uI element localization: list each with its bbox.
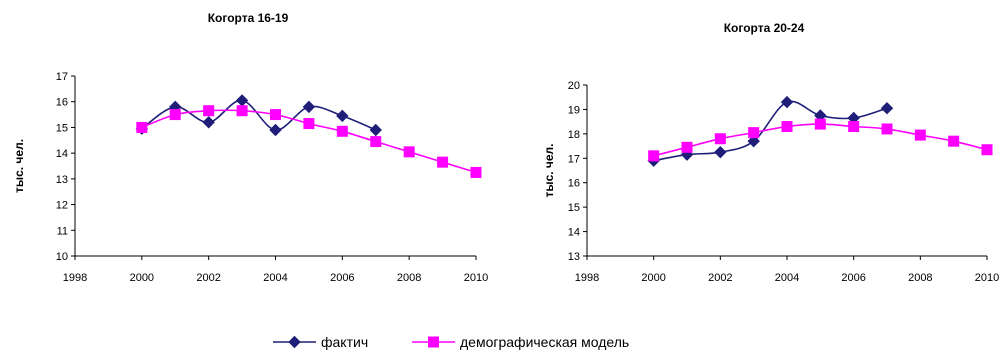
series-actual-point bbox=[269, 123, 282, 137]
y-tick-label: 16 bbox=[568, 178, 580, 190]
x-tick-label: 2002 bbox=[708, 272, 732, 284]
series-model-point bbox=[681, 141, 693, 153]
y-tick-label: 13 bbox=[568, 251, 580, 263]
series-actual-point bbox=[336, 109, 349, 123]
series-model-point bbox=[914, 129, 926, 141]
x-tick-label: 1998 bbox=[63, 272, 87, 284]
y-tick-label: 11 bbox=[57, 225, 68, 237]
series-actual-point bbox=[747, 134, 760, 148]
chart-title: Когорта 16-19 bbox=[208, 11, 289, 25]
y-tick-label: 12 bbox=[56, 200, 68, 212]
series-actual-point bbox=[302, 100, 316, 114]
legend-item-model-marker bbox=[428, 336, 439, 348]
series-actual-point bbox=[780, 95, 794, 109]
series-model-point bbox=[948, 135, 960, 147]
series-model-point bbox=[814, 118, 826, 130]
series-model-point bbox=[336, 125, 348, 137]
x-tick-label: 2008 bbox=[908, 272, 932, 284]
legend-item-model-label: демографическая модель bbox=[460, 334, 629, 350]
y-tick-label: 10 bbox=[56, 251, 68, 263]
y-axis-label: тыс. чел. bbox=[542, 143, 556, 197]
x-tick-label: 2004 bbox=[775, 272, 799, 284]
series-model-point bbox=[236, 105, 248, 117]
series-model-point bbox=[203, 105, 215, 117]
x-tick-label: 2002 bbox=[196, 272, 220, 284]
series-model-point bbox=[403, 146, 415, 158]
series-model-point bbox=[714, 133, 726, 145]
series-actual-point bbox=[235, 94, 249, 107]
x-tick-label: 2000 bbox=[641, 272, 665, 284]
y-tick-label: 16 bbox=[56, 97, 68, 109]
series-model-point bbox=[781, 121, 793, 133]
x-tick-label: 2006 bbox=[841, 272, 865, 284]
series-model-point bbox=[470, 166, 482, 178]
legend-item-actual-label: фактич bbox=[321, 334, 368, 350]
series-actual-point bbox=[880, 102, 894, 115]
series-model-point bbox=[981, 144, 993, 156]
y-axis-label: тыс. чел. bbox=[12, 139, 26, 193]
y-tick-label: 14 bbox=[56, 148, 68, 160]
y-tick-label: 14 bbox=[568, 227, 580, 239]
series-model-point bbox=[437, 156, 449, 168]
chart-panel-cohort-16-19: Когорта 16-19 тыс. чел. 10 11 12 13 14 15 16 17 19… bbox=[12, 11, 488, 284]
series-model-point bbox=[848, 121, 860, 133]
series-model-point bbox=[370, 136, 382, 148]
chart-panel-cohort-20-24: Когорта 20-24 тыс. чел. 13 14 15 16 17 18 19 20 19… bbox=[542, 21, 999, 284]
x-tick-label: 2006 bbox=[330, 272, 354, 284]
y-tick-label: 15 bbox=[568, 202, 580, 214]
x-tick-label: 1998 bbox=[575, 272, 599, 284]
series-model-point bbox=[303, 118, 315, 130]
x-tick-label: 2000 bbox=[130, 272, 154, 284]
y-tick-label: 15 bbox=[56, 122, 68, 134]
x-tick-label: 2004 bbox=[263, 272, 287, 284]
series-model-point bbox=[270, 109, 281, 121]
y-tick-label: 19 bbox=[568, 104, 580, 116]
x-tick-label: 2010 bbox=[464, 272, 488, 284]
series-actual-point bbox=[714, 145, 727, 159]
y-tick-label: 20 bbox=[568, 80, 580, 92]
chart-title: Когорта 20-24 bbox=[724, 21, 805, 35]
series-model-point bbox=[169, 109, 181, 121]
series-model-point bbox=[881, 123, 893, 135]
series-model-point bbox=[748, 127, 760, 139]
x-tick-label: 2010 bbox=[975, 272, 999, 284]
y-tick-label: 17 bbox=[56, 71, 68, 83]
chart-legend: фактич демографическая модель bbox=[273, 334, 629, 350]
y-tick-label: 17 bbox=[568, 153, 580, 165]
x-tick-label: 2008 bbox=[397, 272, 421, 284]
series-model-point bbox=[648, 150, 660, 162]
y-tick-label: 13 bbox=[56, 174, 68, 186]
series-actual-point bbox=[202, 116, 215, 129]
series-actual-point bbox=[369, 123, 382, 137]
legend-item-actual-marker bbox=[288, 335, 301, 349]
series-model-point bbox=[136, 121, 148, 133]
y-tick-label: 18 bbox=[568, 129, 580, 141]
